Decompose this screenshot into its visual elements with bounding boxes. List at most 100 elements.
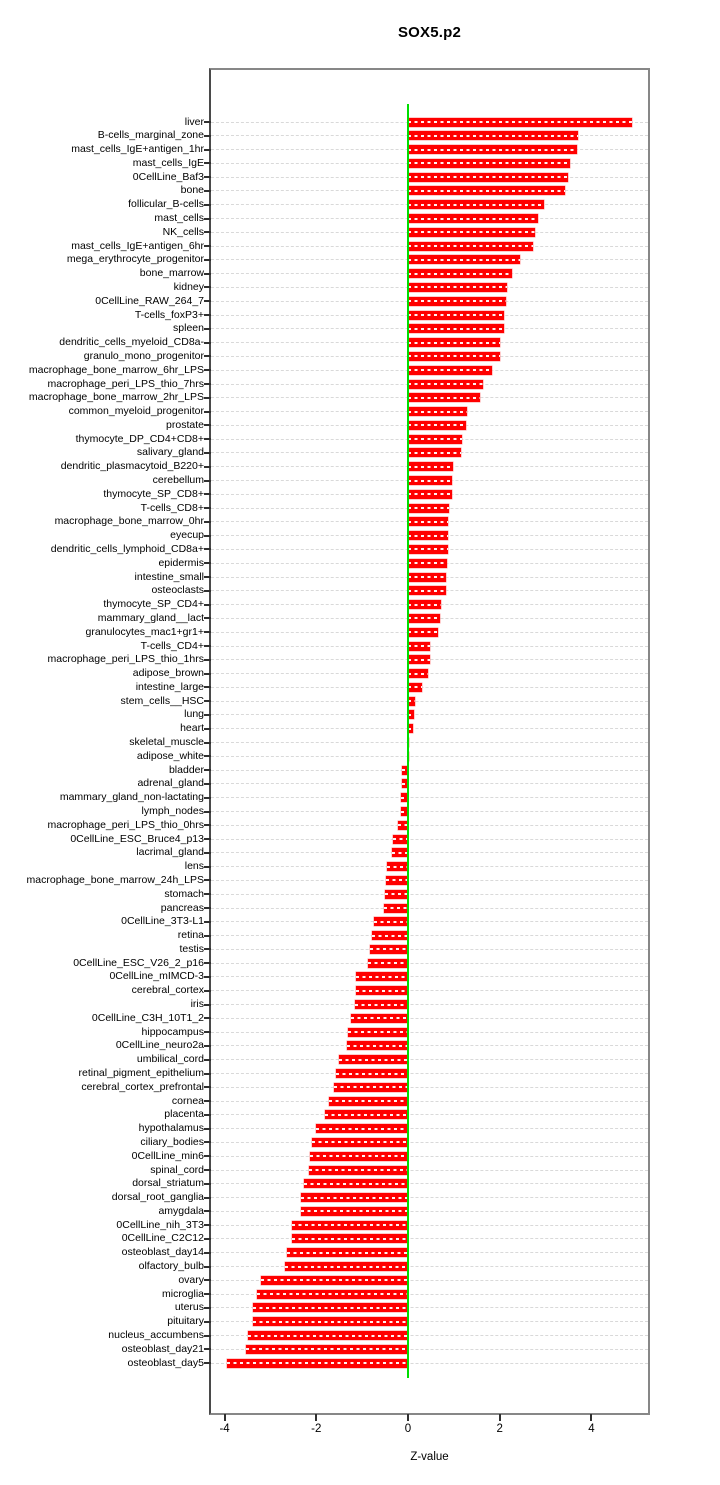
bar <box>402 765 408 775</box>
y-axis-label: iris <box>190 998 204 1011</box>
y-axis-tick <box>204 1169 211 1172</box>
row-gridline <box>211 742 648 744</box>
y-axis-tick <box>204 1334 211 1337</box>
y-axis-label: osteoclasts <box>151 584 204 597</box>
x-axis-tick <box>407 1414 409 1421</box>
bar <box>408 117 633 127</box>
bar <box>408 531 449 541</box>
y-axis-label: ciliary_bodies <box>140 1135 204 1148</box>
bar <box>300 1206 408 1216</box>
y-axis-label: thymocyte_DP_CD4+CD8+ <box>75 432 204 445</box>
y-axis-tick <box>204 1265 211 1268</box>
y-axis-tick <box>204 534 211 537</box>
y-axis-label: 0CellLine_3T3-L1 <box>121 915 204 928</box>
bar <box>408 407 467 417</box>
bar-dash-pattern <box>408 576 446 579</box>
y-axis-label: dorsal_root_ganglia <box>111 1191 204 1204</box>
bar <box>408 338 501 348</box>
bar-dash-pattern <box>408 438 462 441</box>
y-axis-tick <box>204 562 211 565</box>
row-gridline <box>211 893 648 895</box>
bar <box>408 324 504 334</box>
bar <box>336 1069 408 1078</box>
bar-dash-pattern <box>287 1251 408 1254</box>
bar-dash-pattern <box>309 1155 408 1158</box>
bar <box>401 793 408 803</box>
bar <box>309 1151 408 1161</box>
row-gridline <box>211 1348 648 1350</box>
row-gridline <box>211 1224 648 1226</box>
y-axis-label: macrophage_bone_marrow_2hr_LPS <box>28 391 204 404</box>
y-axis-label: granulocytes_mac1+gr1+ <box>85 625 205 638</box>
bar-dash-pattern <box>408 727 414 730</box>
bar <box>402 779 408 789</box>
bar <box>253 1317 408 1327</box>
y-axis-label: macrophage_peri_LPS_thio_7hrs <box>47 377 204 390</box>
y-axis-tick <box>204 865 211 868</box>
y-axis-label: skeletal_muscle <box>129 736 204 749</box>
bar-dash-pattern <box>309 1169 408 1172</box>
plot-area <box>209 68 650 1415</box>
y-axis-label: 0CellLine_Baf3 <box>132 170 204 183</box>
bar <box>408 696 415 706</box>
bar-dash-pattern <box>367 962 408 965</box>
y-axis-tick <box>204 245 211 248</box>
y-axis-tick <box>204 438 211 441</box>
y-axis-tick <box>204 1031 211 1034</box>
y-axis-tick <box>204 231 211 234</box>
y-axis-label: mast_cells_IgE+antigen_6hr <box>71 239 204 252</box>
row-gridline <box>211 1279 648 1281</box>
y-axis-tick <box>204 1196 211 1199</box>
bar-dash-pattern <box>351 1017 408 1020</box>
row-gridline <box>211 1169 648 1171</box>
y-axis-tick <box>204 1362 211 1365</box>
row-gridline <box>211 935 648 937</box>
y-axis-label: cornea <box>171 1094 204 1107</box>
bar-dash-pattern <box>408 713 414 716</box>
bar-dash-pattern <box>371 934 408 937</box>
row-gridline <box>211 1252 648 1254</box>
y-axis-label: NK_cells <box>162 225 204 238</box>
bar <box>408 600 442 610</box>
bar-dash-pattern <box>393 838 408 841</box>
bar-dash-pattern <box>408 562 447 565</box>
bar <box>304 1179 408 1189</box>
y-axis-tick <box>204 1224 211 1227</box>
y-axis-label: thymocyte_SP_CD8+ <box>103 487 204 500</box>
y-axis-tick <box>204 1058 211 1061</box>
bar <box>260 1275 408 1285</box>
y-axis-label: lymph_nodes <box>141 805 204 817</box>
bar-dash-pattern <box>408 700 415 703</box>
y-axis-tick <box>204 327 211 330</box>
row-gridline <box>211 1100 648 1102</box>
y-axis-tick <box>204 203 211 206</box>
y-axis-tick <box>204 1017 211 1020</box>
bar <box>329 1096 408 1106</box>
y-axis-label: dorsal_striatum <box>132 1177 204 1190</box>
bar-dash-pattern <box>348 1031 408 1034</box>
bar <box>408 186 565 196</box>
bar <box>391 848 408 858</box>
y-axis-tick <box>204 217 211 220</box>
y-axis-label: osteoblast_day5 <box>127 1356 204 1369</box>
y-axis-label: spinal_cord <box>150 1163 204 1176</box>
bar <box>408 393 480 403</box>
row-gridline <box>211 838 648 840</box>
bar <box>354 1000 408 1010</box>
bar-dash-pattern <box>408 341 501 344</box>
y-axis-label: lung <box>184 708 204 721</box>
y-axis-tick <box>204 1141 211 1144</box>
y-axis-tick <box>204 1348 211 1351</box>
bar-dash-pattern <box>408 369 492 372</box>
bar <box>408 227 535 237</box>
y-axis-tick <box>204 493 211 496</box>
x-axis-tick-label: -2 <box>311 1423 322 1435</box>
y-axis-label: retina <box>177 929 204 942</box>
bar-dash-pattern <box>408 121 633 123</box>
row-gridline <box>211 1045 648 1047</box>
bar <box>408 269 513 279</box>
y-axis-tick <box>204 272 211 275</box>
y-axis-label: testis <box>179 942 204 955</box>
y-axis-label: osteoblast_day14 <box>121 1246 204 1259</box>
y-axis-tick <box>204 1100 211 1103</box>
